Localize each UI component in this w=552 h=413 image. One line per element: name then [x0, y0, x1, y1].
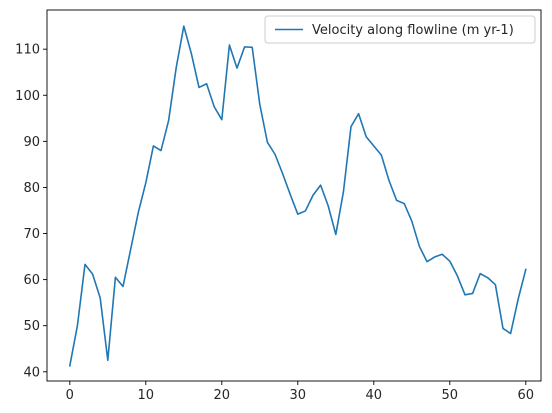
- y-tick-label: 60: [23, 273, 40, 288]
- y-tick-label: 110: [15, 43, 40, 58]
- y-tick-label: 40: [23, 365, 40, 380]
- x-tick-label: 20: [214, 388, 231, 403]
- y-tick-label: 100: [15, 89, 40, 104]
- plot-frame: [46, 9, 542, 382]
- legend-box: [264, 15, 536, 44]
- x-axis: 0 10 20 30 40 50 60: [66, 381, 534, 403]
- y-tick-label: 70: [23, 227, 40, 242]
- series-layer: [68, 25, 527, 367]
- x-tick-label: 40: [366, 388, 383, 403]
- y-tick-label: 90: [23, 135, 40, 150]
- y-tick-label: 80: [23, 181, 40, 196]
- velocity-series-line: [68, 25, 527, 367]
- x-tick-label: 60: [518, 388, 535, 403]
- x-tick-label: 50: [442, 388, 459, 403]
- y-tick-label: 50: [23, 319, 40, 334]
- legend: Velocity along flowline (m yr-1): [264, 15, 536, 44]
- y-axis: 40 50 60 70 80 90 100 110: [15, 43, 47, 380]
- x-tick-label: 30: [290, 388, 307, 403]
- x-tick-label: 0: [66, 388, 74, 403]
- legend-label: Velocity along flowline (m yr-1): [312, 23, 514, 38]
- x-tick-label: 10: [138, 388, 155, 403]
